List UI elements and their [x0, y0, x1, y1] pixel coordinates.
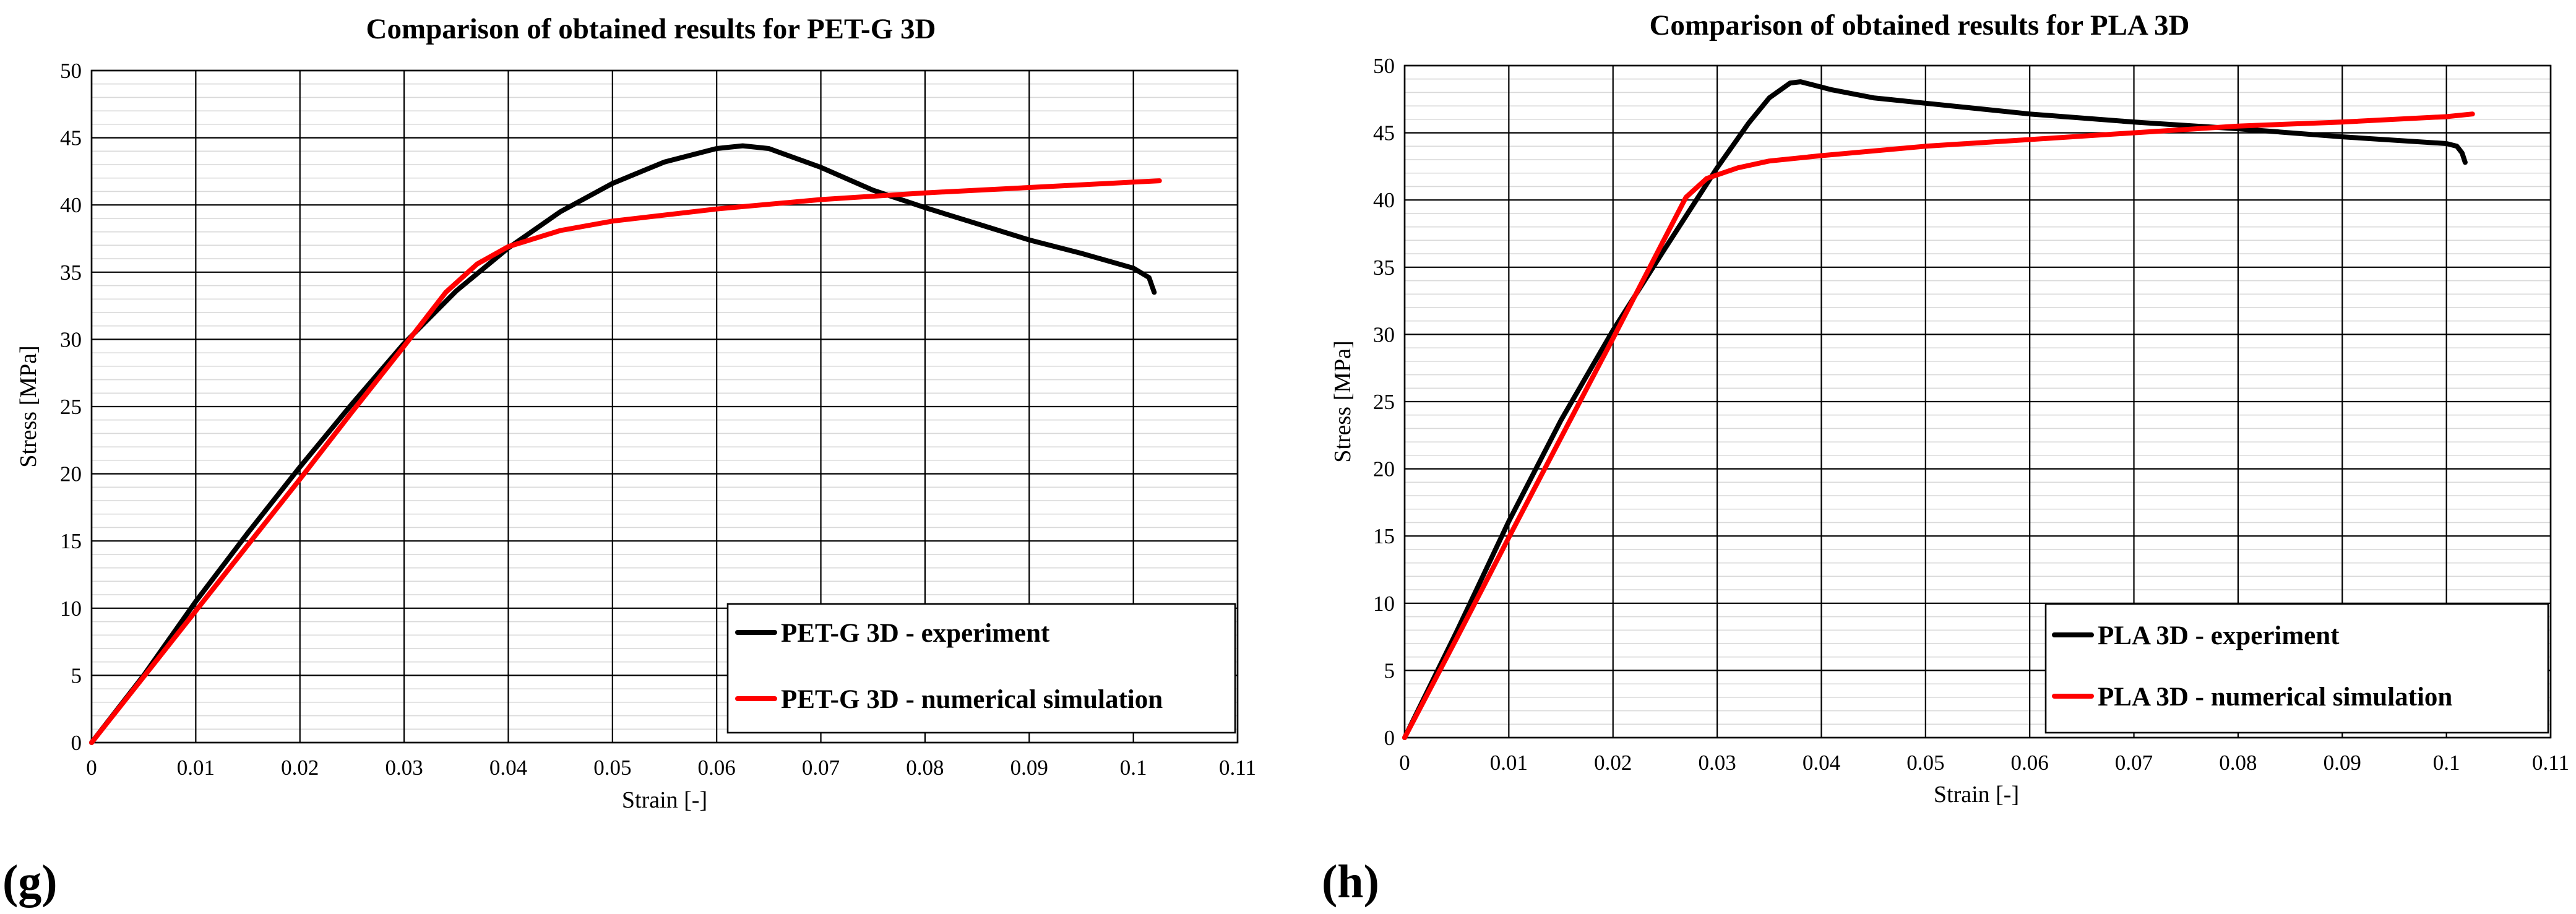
legend: PET-G 3D - experiment PET-G 3D - numeric…	[726, 603, 1236, 734]
chart-pla: Comparison of obtained results for PLA 3…	[1322, 9, 2569, 908]
y-tick-label: 40	[60, 193, 82, 217]
x-tick-label: 0.03	[1698, 751, 1736, 775]
y-tick-label: 25	[60, 395, 82, 419]
x-tick-label: 0	[1399, 751, 1410, 775]
x-tick-label: 0.06	[698, 756, 736, 780]
x-axis-ticks: 0 0.01 0.02 0.03 0.04 0.05 0.06 0.07 0.08 0.09 0.1…	[86, 756, 1256, 780]
x-tick-label: 0.08	[906, 756, 944, 780]
x-tick-label: 0.02	[1594, 751, 1632, 775]
x-tick-label: 0.05	[593, 756, 631, 780]
x-axis-ticks: 0 0.01 0.02 0.03 0.04 0.05 0.06 0.07 0.08 0.09 0.1…	[1399, 751, 2569, 775]
x-tick-label: 0.08	[2219, 751, 2257, 775]
y-tick-label: 10	[1373, 592, 1395, 616]
plot-area	[90, 69, 1239, 744]
y-tick-label: 5	[1384, 658, 1395, 683]
y-tick-label: 50	[60, 59, 82, 83]
y-tick-label: 5	[71, 663, 82, 688]
x-tick-label: 0.06	[2011, 751, 2049, 775]
y-tick-label: 30	[1373, 322, 1395, 347]
y-tick-label: 45	[1373, 121, 1395, 145]
y-tick-label: 45	[60, 126, 82, 150]
series-simulation-line	[1402, 111, 2475, 740]
y-tick-label: 15	[1373, 524, 1395, 548]
y-tick-label: 25	[1373, 390, 1395, 414]
x-tick-label: 0.1	[2433, 751, 2460, 775]
x-tick-label: 0.04	[1803, 751, 1840, 775]
y-tick-label: 35	[60, 261, 82, 285]
x-axis-label: Strain [-]	[1934, 782, 2019, 808]
x-tick-label: 0.09	[1010, 756, 1048, 780]
y-tick-label: 35	[1373, 256, 1395, 280]
series-simulation-line	[89, 178, 1162, 745]
y-tick-label: 15	[60, 529, 82, 553]
chart-petg: Comparison of obtained results for PET-G…	[2, 13, 1256, 908]
y-tick-label: 40	[1373, 188, 1395, 212]
y-axis-ticks: 0 5 10 15 20 25 30 35 40 45 50	[1373, 54, 1395, 750]
legend-label-simulation: PET-G 3D - numerical simulation	[781, 685, 1163, 714]
legend-label-experiment: PET-G 3D - experiment	[781, 619, 1050, 648]
x-tick-label: 0.09	[2324, 751, 2361, 775]
y-tick-label: 20	[60, 462, 82, 486]
x-tick-label: 0.01	[1490, 751, 1528, 775]
series-experiment-line	[1402, 79, 2468, 740]
y-axis-ticks: 0 5 10 15 20 25 30 35 40 45 50	[60, 59, 82, 755]
legend-box	[726, 603, 1236, 734]
legend: PLA 3D - experiment PLA 3D - numerical s…	[2044, 603, 2549, 734]
y-tick-label: 0	[1384, 726, 1395, 750]
x-tick-label: 0.03	[385, 756, 423, 780]
x-tick-label: 0.01	[177, 756, 215, 780]
y-tick-label: 0	[71, 731, 82, 755]
x-tick-label: 0.11	[1219, 756, 1256, 780]
legend-label-simulation: PLA 3D - numerical simulation	[2098, 683, 2452, 712]
x-tick-label: 0.1	[1120, 756, 1147, 780]
panel-label: (g)	[2, 856, 58, 908]
plot-area	[1403, 64, 2552, 739]
y-tick-label: 10	[60, 597, 82, 621]
series-layer	[1402, 79, 2475, 740]
legend-label-experiment: PLA 3D - experiment	[2098, 621, 2340, 650]
x-tick-label: 0.11	[2532, 751, 2569, 775]
x-tick-label: 0.07	[2115, 751, 2153, 775]
y-axis-label: Stress [MPa]	[1330, 340, 1356, 462]
chart-title: Comparison of obtained results for PLA 3…	[1649, 9, 2189, 41]
y-axis-label: Stress [MPa]	[15, 345, 41, 467]
x-tick-label: 0.05	[1906, 751, 1944, 775]
series-experiment-line	[89, 143, 1157, 745]
x-tick-label: 0.02	[281, 756, 319, 780]
panel-label: (h)	[1322, 856, 1379, 908]
x-tick-label: 0.07	[802, 756, 840, 780]
series-layer	[89, 143, 1162, 745]
y-tick-label: 20	[1373, 457, 1395, 481]
y-tick-label: 50	[1373, 54, 1395, 78]
y-tick-label: 30	[60, 327, 82, 351]
legend-box	[2044, 603, 2549, 734]
x-axis-label: Strain [-]	[622, 787, 707, 813]
x-tick-label: 0	[86, 756, 97, 780]
chart-title: Comparison of obtained results for PET-G…	[366, 13, 936, 45]
x-tick-label: 0.04	[489, 756, 527, 780]
minor-gridlines	[1405, 78, 2551, 725]
